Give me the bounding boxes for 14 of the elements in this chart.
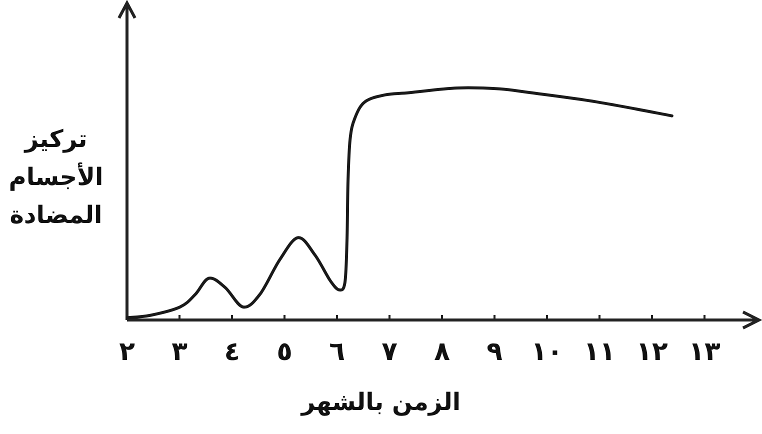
x-tick-label: ١٣ [688, 337, 720, 367]
x-tick-label: ١١ [584, 337, 616, 367]
x-axis-title: الزمن بالشهر [299, 388, 462, 416]
x-tick-label: ٥ [276, 337, 292, 367]
x-tick-label: ١٢ [636, 337, 668, 367]
x-tick-label: ١٠ [531, 337, 563, 367]
x-tick-label: ٩ [486, 337, 503, 367]
x-tick-label: ٢ [119, 337, 136, 367]
y-axis-title: تركيز الأجسام المضادة [8, 124, 104, 231]
x-tick-label: ٣ [172, 337, 188, 367]
x-tick-label: ٨ [434, 337, 450, 367]
x-tick-label: ٤ [224, 337, 240, 367]
x-tick-label: ٦ [329, 337, 345, 367]
x-tick-label: ٧ [382, 337, 398, 367]
